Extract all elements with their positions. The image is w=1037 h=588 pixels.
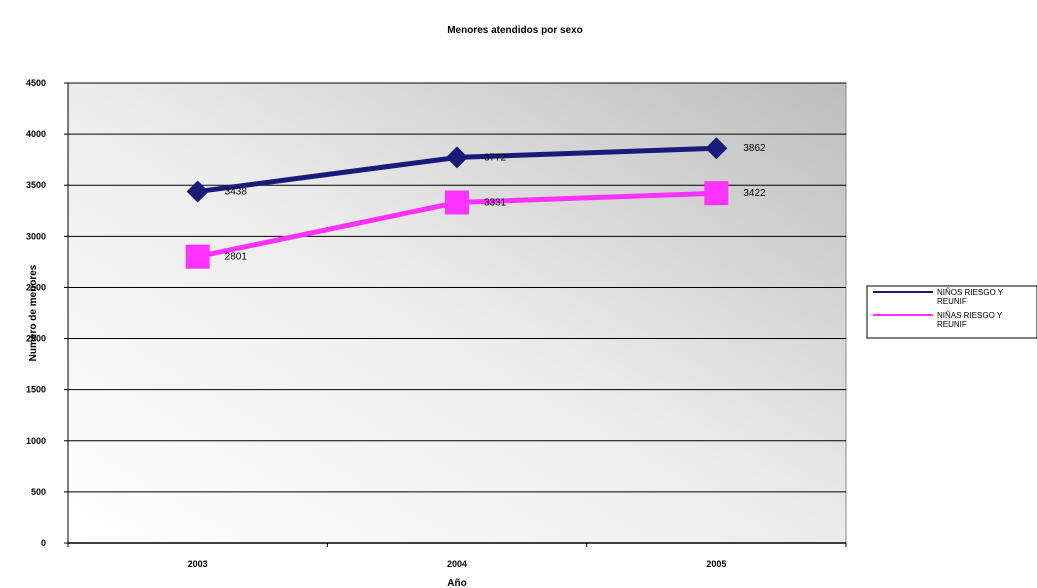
y-tick-label: 0	[41, 538, 46, 548]
data-label: 3331	[484, 197, 507, 208]
data-label: 3772	[484, 152, 507, 163]
data-point	[185, 244, 210, 269]
legend: NIÑOS RIESGO Y REUNIF NIÑAS RIESGO Y REUNIF	[866, 285, 1037, 339]
y-tick-label: 4000	[26, 129, 46, 139]
y-axis-ticks: 0 500 1000 1500 2000 2500 3000 3500 4000 4500	[26, 78, 68, 548]
data-label: 2801	[225, 252, 248, 263]
data-point	[445, 190, 469, 215]
x-tick-label: 2005	[706, 559, 726, 569]
data-point	[704, 181, 729, 206]
x-tick-label: 2003	[188, 559, 208, 569]
y-tick-label: 1000	[26, 436, 46, 446]
data-point	[186, 180, 209, 203]
legend-label: NIÑOS RIESGO Y REUNIF	[937, 288, 1004, 306]
y-tick-label: 2000	[26, 334, 46, 344]
x-axis-title: Año	[447, 578, 466, 588]
data-point	[446, 146, 468, 169]
series-layer: 3438 3772 3862 2801 3331 3422	[185, 137, 766, 269]
data-point	[705, 137, 728, 160]
x-tick-label: 2004	[447, 559, 467, 569]
legend-box	[866, 285, 1037, 339]
chart-title: Menores atendidos por sexo	[447, 25, 583, 36]
legend-label: NIÑAS RIESGO Y REUNIF	[937, 311, 1003, 329]
series-1: 3438 3772 3862	[186, 137, 766, 203]
data-label: 3862	[743, 143, 766, 154]
x-axis-ticks: 2003 2004 2005	[67, 543, 847, 569]
y-tick-label: 3500	[26, 180, 46, 190]
y-tick-label: 500	[31, 487, 46, 497]
y-tick-label: 2500	[26, 282, 46, 292]
y-tick-label: 3000	[26, 231, 46, 241]
y-tick-label: 1500	[26, 385, 46, 395]
data-label: 3422	[743, 188, 766, 199]
y-tick-label: 4500	[26, 78, 46, 88]
y-axis-title: Numero de menores	[28, 264, 39, 361]
series-2: 2801 3331 3422	[185, 181, 766, 269]
data-label: 3438	[225, 187, 248, 198]
